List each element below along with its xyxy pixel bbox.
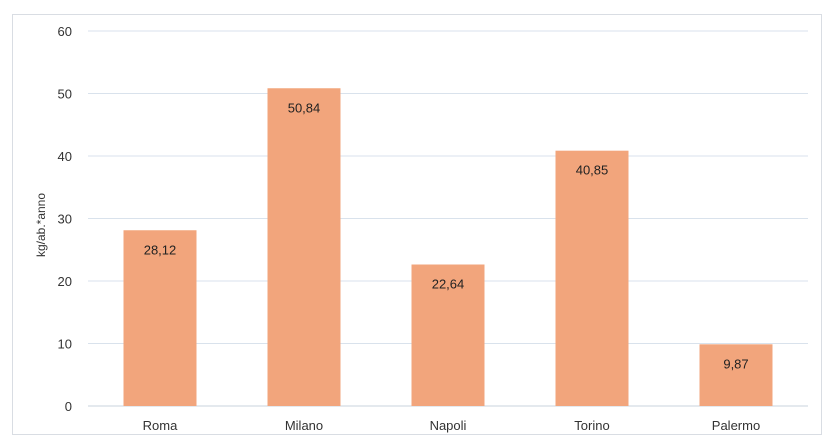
bar-roma — [123, 230, 197, 406]
x-tick-label: Napoli — [430, 418, 467, 433]
bar-napoli — [411, 264, 485, 406]
gridlines — [88, 30, 808, 407]
bar-milano — [267, 88, 341, 406]
x-tick-label: Torino — [574, 418, 609, 433]
y-tick-label: 0 — [65, 399, 72, 414]
y-axis-label: kg/ab.*anno — [34, 193, 48, 257]
bar-palermo — [699, 344, 773, 406]
data-label: 28,12 — [144, 242, 177, 257]
data-labels: 28,12 50,84 22,64 40,85 9,87 — [144, 100, 749, 371]
y-tick-label: 10 — [58, 337, 72, 352]
data-label: 9,87 — [723, 356, 748, 371]
x-axis-categories: Roma Milano Napoli Torino Palermo — [143, 418, 761, 433]
bar-torino — [555, 150, 629, 406]
y-tick-label: 20 — [58, 274, 72, 289]
y-tick-label: 50 — [58, 87, 72, 102]
data-label: 50,84 — [288, 100, 321, 115]
data-label: 40,85 — [576, 163, 609, 178]
data-label: 22,64 — [432, 277, 465, 292]
y-tick-label: 60 — [58, 24, 72, 39]
y-axis-ticks: 0 10 20 30 40 50 60 — [58, 24, 72, 414]
y-tick-label: 30 — [58, 212, 72, 227]
y-tick-label: 40 — [58, 149, 72, 164]
x-tick-label: Roma — [143, 418, 178, 433]
x-tick-label: Milano — [285, 418, 323, 433]
x-tick-label: Palermo — [712, 418, 760, 433]
bars — [123, 88, 773, 406]
